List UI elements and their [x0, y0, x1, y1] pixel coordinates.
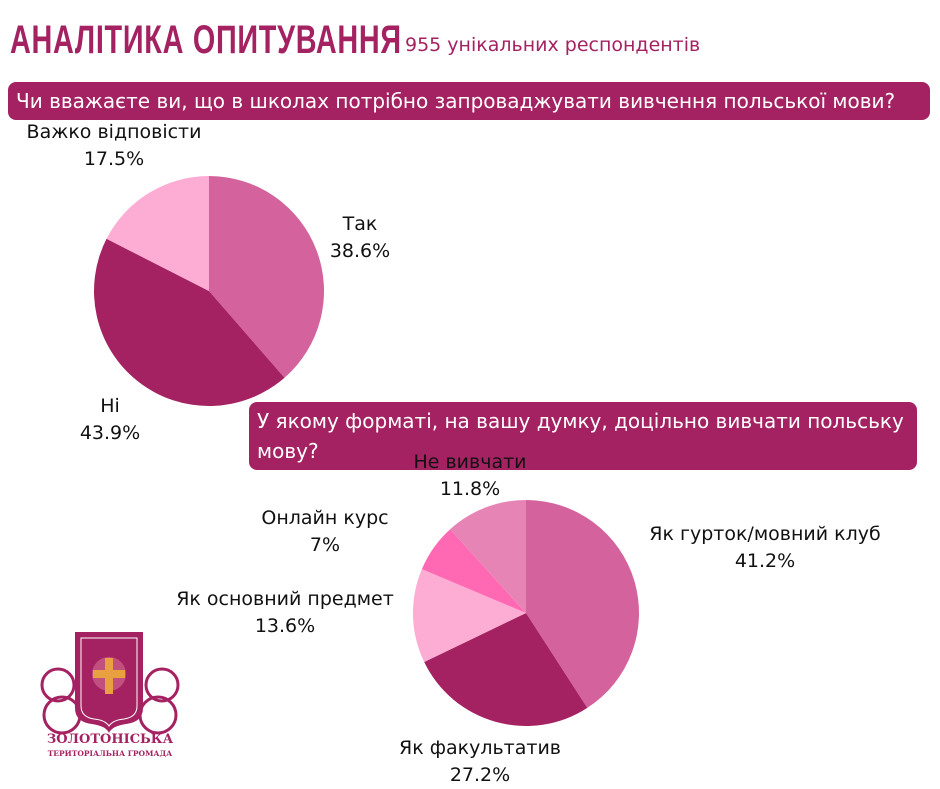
logo: ЗОЛОТОНІСЬКА ТЕРИТОРІАЛЬНА ГРОМАДА [30, 630, 190, 760]
pie2-label-online: Онлайн курс 7% [240, 505, 410, 559]
slice-value: 7% [309, 534, 341, 556]
pie-slice-4 [450, 500, 526, 613]
pie-slice-1 [93, 238, 285, 406]
slice-value: 17.5% [83, 148, 145, 170]
logo-text-2: ТЕРИТОРІАЛЬНА ГРОМАДА [48, 749, 173, 758]
pie-slice-2 [106, 176, 209, 291]
pie-chart-2 [413, 500, 639, 726]
pie2-label-main: Як основний предмет 13.6% [160, 586, 410, 640]
pie-slice-0 [526, 500, 639, 708]
slice-label: Ні [100, 395, 120, 417]
slice-value: 43.9% [79, 422, 141, 444]
slice-label: Онлайн курс [261, 507, 389, 529]
pie-slice-1 [424, 613, 588, 726]
pie2-label-elective: Як факультатив 27.2% [380, 735, 580, 789]
respondents-count: 955 унікальних респондентів [405, 34, 701, 56]
slice-label: Як основний предмет [176, 588, 394, 610]
slice-value: 13.6% [254, 615, 316, 637]
pie-slice-0 [209, 176, 324, 378]
question-2: У якому форматі, на вашу думку, доцільно… [249, 402, 917, 470]
slice-label: Так [342, 213, 378, 235]
pie2-label-none: Не вивчати 11.8% [390, 449, 550, 503]
slice-label: Не вивчати [413, 451, 527, 473]
pie1-label-no: Ні 43.9% [70, 393, 150, 447]
question-1: Чи вважаєте ви, що в школах потрібно зап… [8, 82, 930, 120]
coat-of-arms-icon: ЗОЛОТОНІСЬКА ТЕРИТОРІАЛЬНА ГРОМАДА [40, 632, 180, 758]
page-title: АНАЛІТИКА ОПИТУВАННЯ [10, 18, 402, 62]
pie1-label-yes: Так 38.6% [320, 211, 400, 265]
slice-value: 41.2% [734, 550, 796, 572]
slice-label: Як гурток/мовний клуб [649, 523, 881, 545]
pie-slice-3 [421, 529, 526, 613]
pie2-label-club: Як гурток/мовний клуб 41.2% [630, 521, 900, 575]
slice-value: 11.8% [439, 478, 501, 500]
slice-value: 27.2% [449, 764, 511, 786]
logo-text-1: ЗОЛОТОНІСЬКА [47, 732, 174, 747]
pie-slice-2 [413, 569, 526, 663]
pie-chart-1 [93, 176, 324, 406]
slice-label: Важко відповісти [26, 121, 202, 143]
pie1-label-hard: Важко відповісти 17.5% [14, 119, 214, 173]
slice-value: 38.6% [329, 240, 391, 262]
slice-label: Як факультатив [399, 737, 561, 759]
